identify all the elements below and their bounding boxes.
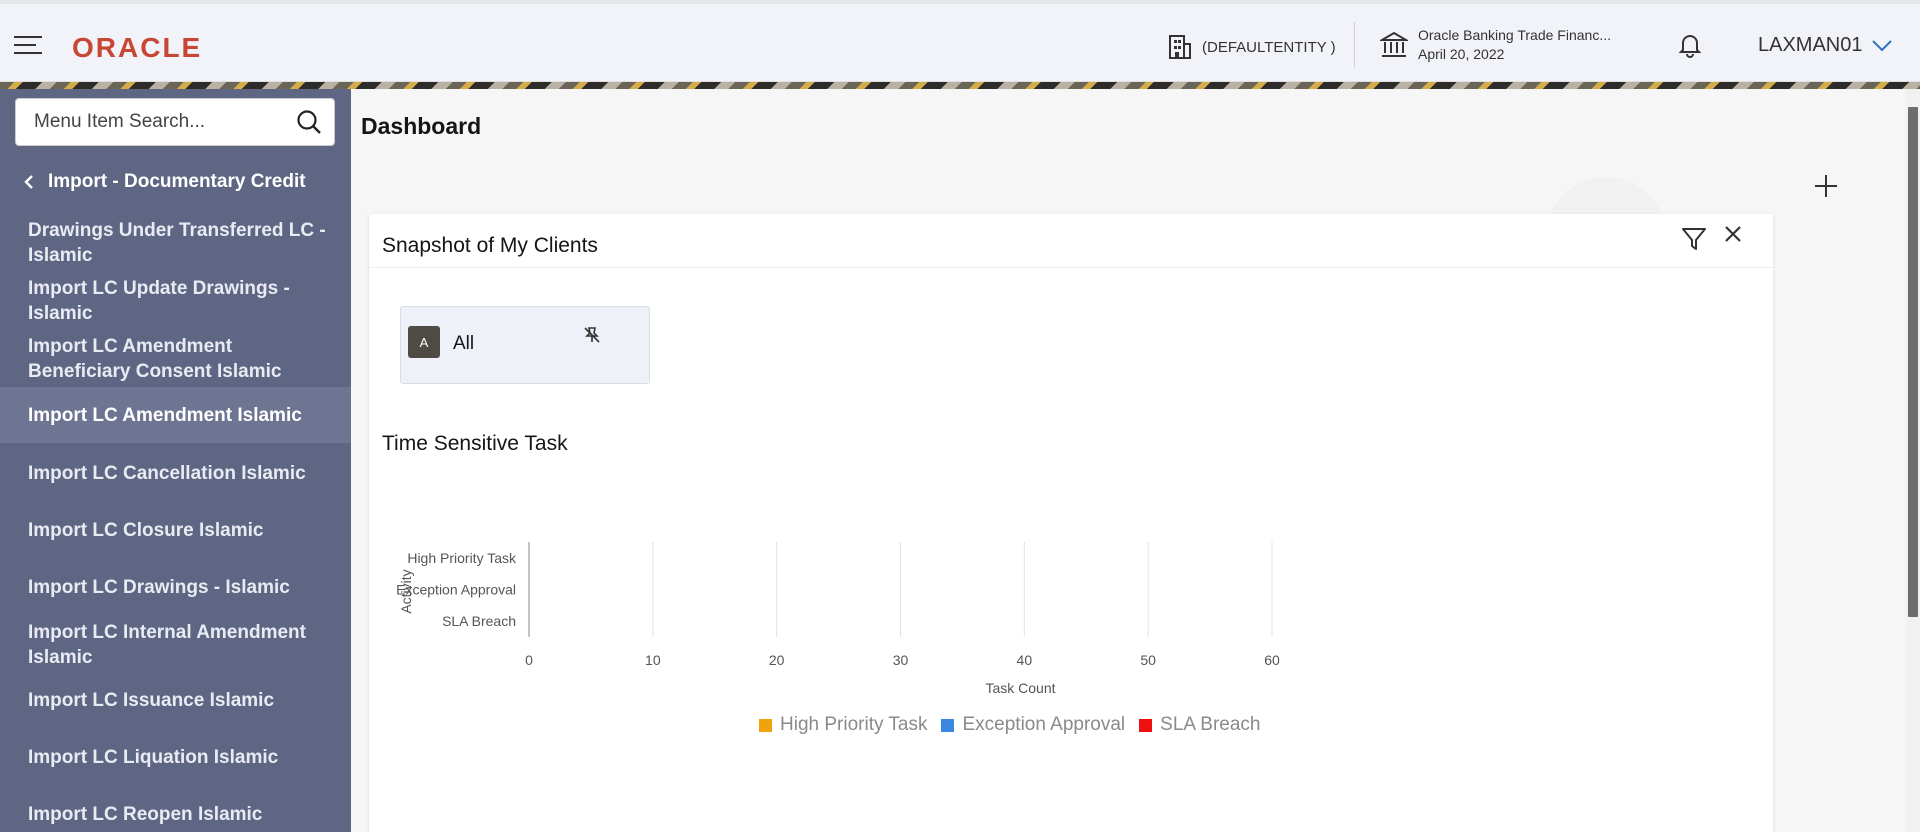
menu-search-input[interactable] xyxy=(34,111,296,133)
menu-search xyxy=(15,98,335,146)
time-sensitive-task-chart: 0 10 20 30 40 50 60 High Priority Task Exception… xyxy=(396,542,1280,696)
y-tick-label: Exception Approval xyxy=(396,582,516,598)
close-icon[interactable] xyxy=(1723,224,1743,249)
back-to-parent-menu[interactable]: Import - Documentary Credit xyxy=(24,171,306,193)
bank-name: Oracle Banking Trade Financ... xyxy=(1418,27,1611,43)
legend-item[interactable]: High Priority Task xyxy=(759,714,927,736)
sidebar-item-lc-drawings[interactable]: Import LC Drawings - Islamic xyxy=(28,577,290,598)
x-tick-label: 50 xyxy=(1140,652,1156,668)
legend-item[interactable]: Exception Approval xyxy=(941,714,1125,736)
x-tick-label: 30 xyxy=(893,652,909,668)
avatar: A xyxy=(408,326,440,358)
sidebar-item-lc-liquation[interactable]: Import LC Liquation Islamic xyxy=(28,747,279,768)
user-name: LAXMAN01 xyxy=(1758,34,1863,56)
add-widget-icon[interactable] xyxy=(1813,169,1839,205)
section-title: Time Sensitive Task xyxy=(382,432,568,455)
y-tick-label: High Priority Task xyxy=(407,550,517,566)
y-axis-title: Activity xyxy=(398,569,414,613)
legend-swatch xyxy=(941,718,955,732)
x-axis-title: Task Count xyxy=(985,680,1055,696)
sidebar-item-lc-closure[interactable]: Import LC Closure Islamic xyxy=(28,520,264,541)
entity-selector[interactable]: (DEFAULTENTITY ) xyxy=(1168,34,1336,60)
sidebar-item-drawings-transferred-lc[interactable]: Drawings Under Transferred LC - Islamic xyxy=(28,220,326,266)
user-menu[interactable]: LAXMAN01 xyxy=(1758,34,1893,57)
building-icon xyxy=(1169,35,1191,59)
snapshot-card: Snapshot of My Clients A All Time Sensit… xyxy=(369,214,1773,832)
parent-menu-label: Import - Documentary Credit xyxy=(48,171,306,192)
bank-date: April 20, 2022 xyxy=(1418,46,1505,62)
sidebar: Import - Documentary Credit Drawings Und… xyxy=(0,89,351,832)
sidebar-item-lc-cancellation[interactable]: Import LC Cancellation Islamic xyxy=(28,463,306,484)
vertical-scrollbar[interactable] xyxy=(1905,89,1920,832)
sidebar-item-lc-issuance[interactable]: Import LC Issuance Islamic xyxy=(28,690,275,711)
chevron-down-icon xyxy=(1871,39,1892,51)
filter-icon[interactable] xyxy=(1681,226,1707,257)
legend-item[interactable]: SLA Breach xyxy=(1139,714,1261,736)
bank-icon xyxy=(1380,31,1408,57)
sidebar-item-amendment-beneficiary-consent[interactable]: Import LC Amendment Beneficiary Consent … xyxy=(28,336,282,382)
legend-swatch xyxy=(759,718,772,732)
search-icon[interactable] xyxy=(296,109,322,135)
sidebar-item-lc-reopen[interactable]: Import LC Reopen Islamic xyxy=(28,804,263,825)
main-content: Dashboard Snapshot of My Clients A All T… xyxy=(351,89,1920,832)
x-tick-label: 10 xyxy=(645,652,661,668)
chevron-left-icon xyxy=(24,175,33,189)
legend-label: Exception Approval xyxy=(962,714,1126,735)
y-tick-label: SLA Breach xyxy=(442,613,516,629)
x-tick-label: 60 xyxy=(1264,652,1280,668)
legend-label: SLA Breach xyxy=(1160,714,1261,735)
bell-icon[interactable] xyxy=(1678,32,1702,63)
branch-selector[interactable]: Oracle Banking Trade Financ... April 20,… xyxy=(1380,26,1611,64)
top-bar: ORACLE (DEFAULTENTITY ) Oracle Banking T… xyxy=(0,0,1920,82)
hamburger-menu-icon[interactable] xyxy=(14,36,42,54)
sidebar-item-lc-internal-amendment[interactable]: Import LC Internal Amendment Islamic xyxy=(28,622,306,668)
client-label: All xyxy=(453,333,475,354)
entity-label: (DEFAULTENTITY ) xyxy=(1202,38,1336,56)
legend-swatch xyxy=(1139,718,1153,732)
page-title: Dashboard xyxy=(361,113,482,139)
x-tick-label: 20 xyxy=(769,652,785,668)
decorative-banner xyxy=(0,82,1920,89)
header-divider xyxy=(1354,22,1355,68)
unpin-icon[interactable] xyxy=(583,326,601,349)
chart-legend: High Priority Task Exception Approval SLA … xyxy=(759,714,1261,736)
x-tick-label: 40 xyxy=(1017,652,1033,668)
oracle-logo: ORACLE xyxy=(72,32,203,63)
x-tick-label: 0 xyxy=(525,652,533,668)
card-header: Snapshot of My Clients xyxy=(369,214,1773,268)
sidebar-item-lc-update-drawings[interactable]: Import LC Update Drawings - Islamic xyxy=(28,278,290,324)
scrollbar-thumb[interactable] xyxy=(1908,107,1918,617)
card-title: Snapshot of My Clients xyxy=(382,234,598,257)
sidebar-item-lc-amendment[interactable]: Import LC Amendment Islamic xyxy=(0,387,351,443)
client-tile-all[interactable]: A All xyxy=(400,306,650,384)
legend-label: High Priority Task xyxy=(780,714,928,735)
